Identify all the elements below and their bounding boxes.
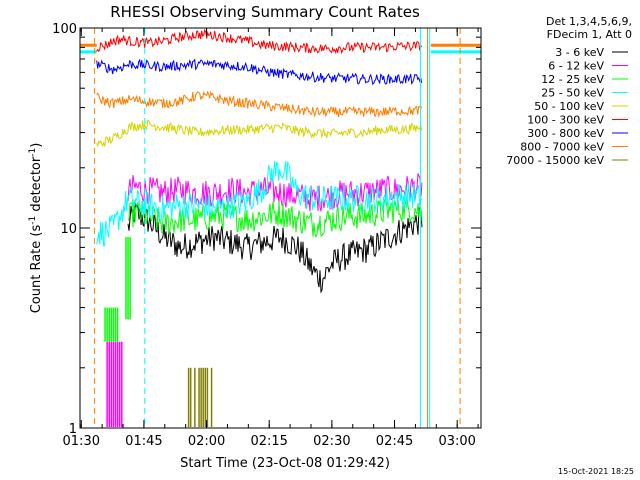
legend-label-4: 50 - 100 keV bbox=[534, 100, 604, 113]
x-tick-label-5: 02:45 bbox=[376, 434, 413, 449]
series-line-12-25kev bbox=[127, 196, 423, 239]
y-axis-label-mid: detector bbox=[29, 156, 44, 216]
series-line-300-800kev bbox=[96, 58, 423, 86]
series-line-3-6kev bbox=[127, 201, 423, 294]
y-axis-label-sup1: -1 bbox=[28, 216, 38, 225]
legend-header-decimation: FDecim 1, Att 0 bbox=[547, 28, 632, 41]
y-tick-label-0: 1 bbox=[69, 422, 77, 437]
series-line-6-12kev bbox=[127, 173, 423, 212]
x-tick-label-0: 01:30 bbox=[63, 434, 100, 449]
y-axis-label: Count Rate (s-1 detector-1) bbox=[28, 143, 44, 314]
x-tick-label-3: 02:15 bbox=[250, 434, 287, 449]
series-line-800-7000kev bbox=[96, 90, 423, 118]
y-axis-label-main: Count Rate (s bbox=[29, 225, 44, 314]
legend-label-0: 3 - 6 keV bbox=[555, 46, 604, 59]
legend-label-1: 6 - 12 keV bbox=[548, 60, 604, 73]
legend-header-detectors: Det 1,3,4,5,6,9, bbox=[546, 15, 632, 28]
series-line-100-300kev bbox=[96, 28, 423, 55]
x-tick-label-2: 02:00 bbox=[188, 434, 225, 449]
y-tick-label-2: 100 bbox=[52, 22, 77, 37]
legend-label-7: 800 - 7000 keV bbox=[520, 141, 604, 154]
legend-label-3: 25 - 50 keV bbox=[541, 87, 604, 100]
generation-timestamp: 15-Oct-2021 18:25 bbox=[558, 467, 634, 476]
axes: 01:30 01:45 02:00 02:15 02:30 02:45 03:00 1 10 10… bbox=[52, 22, 481, 449]
legend: Det 1,3,4,5,6,9, FDecim 1, Att 0 3 - 6 k… bbox=[506, 15, 632, 167]
x-tick-label-6: 03:00 bbox=[438, 434, 475, 449]
series-line-25-50kev bbox=[96, 160, 423, 248]
x-tick-label-4: 02:30 bbox=[313, 434, 350, 449]
legend-label-8: 7000 - 15000 keV bbox=[506, 154, 604, 167]
legend-label-6: 300 - 800 keV bbox=[527, 127, 604, 140]
chart-title: RHESSI Observing Summary Count Rates bbox=[110, 3, 420, 21]
x-axis-label: Start Time (23-Oct-08 01:29:42) bbox=[180, 456, 390, 471]
y-axis-label-end: ) bbox=[29, 143, 44, 148]
series-line-50-100kev bbox=[96, 119, 423, 147]
y-tick-label-1: 10 bbox=[60, 222, 77, 237]
legend-label-2: 12 - 25 keV bbox=[541, 73, 604, 86]
x-tick-label-1: 01:45 bbox=[125, 434, 162, 449]
legend-label-5: 100 - 300 keV bbox=[527, 114, 604, 127]
plot-area bbox=[80, 28, 481, 428]
y-axis-label-sup2: -1 bbox=[28, 148, 38, 157]
